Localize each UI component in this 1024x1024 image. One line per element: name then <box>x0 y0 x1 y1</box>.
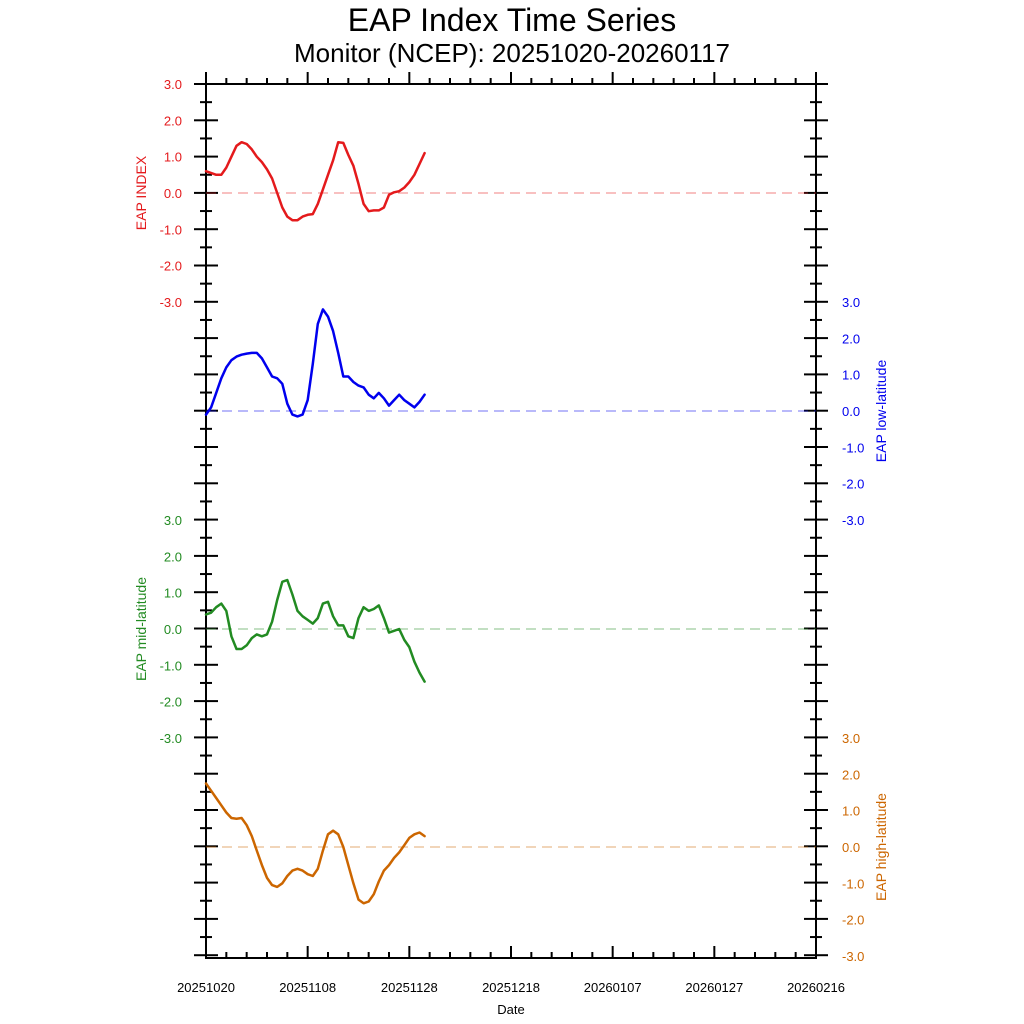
panel-3-y-tick-label: -1.0 <box>160 658 182 673</box>
panel-2-series-line <box>204 308 426 418</box>
panel-4-y-tick-label: 2.0 <box>842 767 860 782</box>
panel-1-y-tick-label: -2.0 <box>160 259 182 274</box>
panel-1-series-line <box>204 140 426 222</box>
x-axis-label: Date <box>497 1002 524 1017</box>
panel-2-y-tick-label: -2.0 <box>842 477 864 492</box>
panel-2-y-tick-label: 2.0 <box>842 331 860 346</box>
panel-1-y-tick-label: -3.0 <box>160 295 182 310</box>
panel-3-y-tick-label: 0.0 <box>164 622 182 637</box>
panel-2-y-tick-label: -3.0 <box>842 513 864 528</box>
panel-1-y-tick-label: 1.0 <box>164 150 182 165</box>
panel-1-y-tick-label: 3.0 <box>164 77 182 92</box>
x-tick-label: 20260127 <box>685 980 743 995</box>
plot-frame <box>205 83 817 959</box>
x-tick-label: 20260107 <box>584 980 642 995</box>
panel-4-series-line <box>204 782 426 905</box>
panel-3-y-tick-label: 2.0 <box>164 549 182 564</box>
panel-2-y-tick-label: 1.0 <box>842 368 860 383</box>
panel-4-y-tick-label: 0.0 <box>842 840 860 855</box>
panel-1-axis-title: EAP INDEX <box>133 155 149 230</box>
panel-4-y-tick-label: -1.0 <box>842 876 864 891</box>
panel-2-axis-title: EAP low-latitude <box>873 360 889 463</box>
panel-2-y-tick-label: 0.0 <box>842 404 860 419</box>
chart-title: EAP Index Time Series <box>347 2 677 38</box>
panel-3-y-tick-label: 3.0 <box>164 513 182 528</box>
chart-subtitle: Monitor (NCEP): 20251020-20260117 <box>293 38 730 68</box>
panel-2-y-tick-label: 3.0 <box>842 295 860 310</box>
panel-1-y-tick-label: 0.0 <box>164 186 182 201</box>
panel-4-axis-title: EAP high-latitude <box>873 793 889 901</box>
x-tick-label: 20251218 <box>482 980 540 995</box>
panel-3-y-tick-label: -3.0 <box>160 731 182 746</box>
panel-1-y-tick-label: -1.0 <box>160 222 182 237</box>
x-tick-label: 20260216 <box>787 980 845 995</box>
x-tick-label: 20251128 <box>381 980 438 995</box>
panel-3-series-line <box>204 578 426 683</box>
panel-4-y-tick-label: -3.0 <box>842 949 864 964</box>
x-tick-label: 20251020 <box>177 980 235 995</box>
panel-3-axis-title: EAP mid-latitude <box>133 577 149 681</box>
panel-3-y-tick-label: -2.0 <box>160 695 182 710</box>
panel-4-y-tick-label: -2.0 <box>842 913 864 928</box>
panel-1-y-tick-label: 2.0 <box>164 113 182 128</box>
panel-4-y-tick-label: 1.0 <box>842 804 860 819</box>
panel-3-y-tick-label: 1.0 <box>164 586 182 601</box>
x-tick-label: 20251108 <box>279 980 336 995</box>
panel-4-y-tick-label: 3.0 <box>842 731 860 746</box>
panel-2-y-tick-label: -1.0 <box>842 440 864 455</box>
